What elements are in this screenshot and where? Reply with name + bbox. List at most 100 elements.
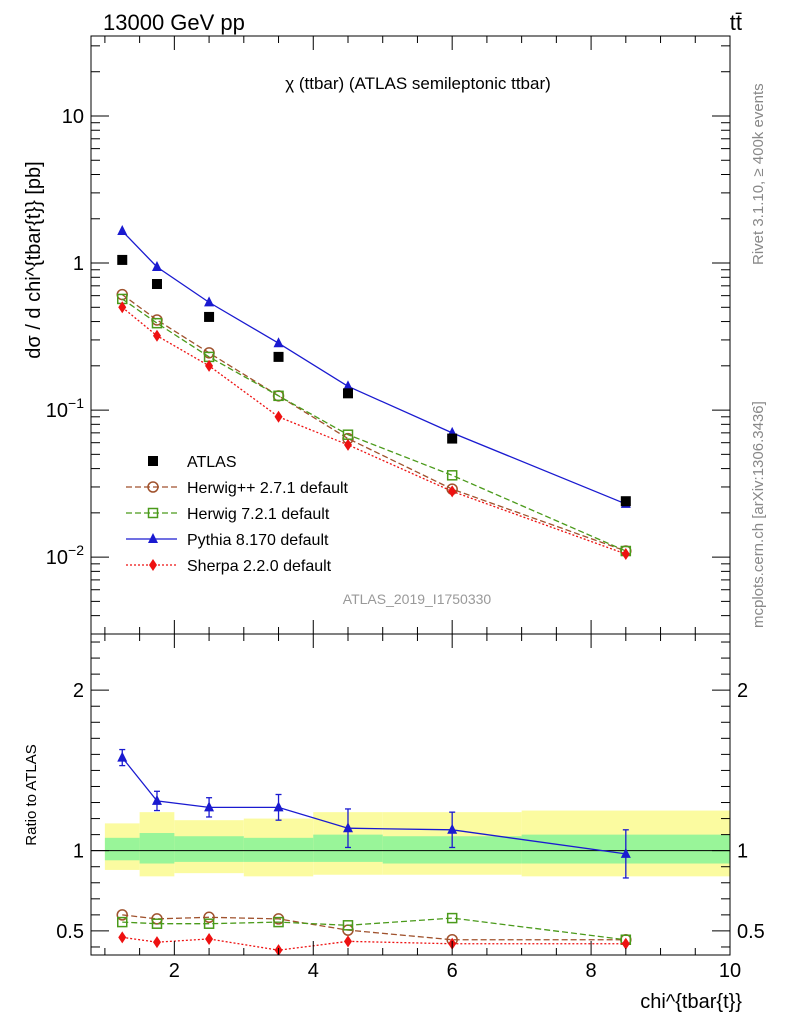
series-atlas (117, 254, 631, 507)
y-tick-label-right: 1 (737, 841, 748, 863)
legend-entry: Herwig 7.2.1 default (126, 506, 330, 523)
data-point (446, 470, 458, 481)
legend-marker (147, 481, 159, 493)
y-tick-label: 10−2 (46, 542, 84, 569)
stat-uncertainty-band (139, 833, 175, 864)
series-line (122, 914, 626, 941)
main-series-group (116, 225, 632, 561)
header-right: tt̄ (730, 10, 742, 35)
header-left: 13000 GeV pp (103, 10, 245, 35)
legend-label: Sherpa 2.2.0 default (187, 558, 332, 575)
data-point (620, 496, 631, 507)
data-point (117, 225, 128, 236)
y-tick-label-right: 0.5 (737, 921, 765, 943)
data-point (117, 751, 128, 762)
data-point (273, 351, 284, 362)
data-point (621, 937, 630, 950)
data-point (118, 301, 127, 314)
legend-label: ATLAS (187, 454, 237, 471)
data-point (447, 433, 458, 444)
main-y-axis-label: dσ / d chi^{tbar{t}} [pb] (23, 161, 45, 358)
legend-label: Pythia 8.170 default (187, 532, 329, 549)
series-pythia-8-170-default (117, 748, 631, 879)
legend-marker (148, 533, 158, 543)
data-point (117, 916, 128, 928)
main-plot-title: χ (ttbar) (ATLAS semileptonic ttbar) (285, 74, 551, 93)
stat-uncertainty-band (104, 837, 140, 861)
data-point (273, 916, 284, 928)
rivet-version-text: Rivet 3.1.10, ≥ 400k events (750, 83, 767, 265)
watermark-label: ATLAS_2019_I1750330 (343, 591, 492, 607)
legend-entry: ATLAS (148, 454, 237, 471)
x-tick-label: 4 (308, 960, 319, 982)
legend: ATLAS Herwig++ 2.7.1 default Herwig 7.2.1 … (126, 454, 349, 575)
stat-uncertainty-band (174, 836, 244, 862)
data-point (343, 935, 352, 948)
y-tick-label: 0.5 (56, 921, 84, 943)
data-point (151, 317, 163, 329)
data-point (204, 296, 215, 307)
data-point (343, 438, 352, 451)
data-point (205, 932, 214, 945)
data-point (151, 918, 163, 929)
data-point (342, 822, 353, 833)
data-point (273, 390, 284, 402)
x-axis-label: chi^{tbar{t}} (640, 991, 742, 1013)
series-herwig-7-2-1-default (117, 912, 632, 946)
stat-uncertainty-band (243, 837, 314, 862)
y-tick-label-right: 2 (737, 680, 748, 702)
data-point (204, 801, 215, 812)
y-tick-label: 1 (73, 841, 84, 863)
data-point (152, 329, 161, 342)
legend-entry: Sherpa 2.2.0 default (126, 558, 332, 575)
legend-marker (148, 456, 158, 466)
data-point (274, 410, 283, 423)
y-tick-label: 10−1 (46, 395, 84, 422)
series-line (122, 917, 626, 941)
data-point (116, 909, 129, 921)
main-plot-panel: 10−2 10−1 1 10 χ (ttbar) (ATLAS semileptoni… (23, 35, 731, 635)
x-tick-label: 8 (586, 960, 597, 982)
x-tick-label: 6 (447, 960, 458, 982)
y-tick-label: 2 (73, 680, 84, 702)
ratio-plot-panel: 0.5 0.5 1 1 2 2 2 4 6 8 10 Ratio to ATLAS chi^{tba… (23, 633, 765, 1013)
data-point (342, 380, 353, 391)
data-point (117, 254, 128, 265)
series-sherpa-2-2-0-default (118, 931, 630, 955)
data-point (620, 847, 631, 858)
data-point (152, 936, 161, 949)
ratio-plot-frame (90, 633, 731, 956)
series-sherpa-2-2-0-default (118, 301, 630, 561)
legend-entry: Herwig++ 2.7.1 default (126, 480, 349, 497)
data-point (151, 260, 162, 271)
data-point (151, 794, 162, 805)
data-point (203, 918, 215, 929)
legend-marker (149, 559, 157, 571)
data-point (342, 920, 354, 931)
data-point (621, 548, 630, 561)
data-point (118, 931, 127, 944)
series-line (122, 936, 626, 951)
legend-marker (147, 507, 159, 519)
ratio-content-group (91, 748, 730, 955)
data-point (448, 485, 457, 498)
legend-entry: Pythia 8.170 default (126, 532, 329, 549)
data-point (273, 337, 284, 348)
series-line (121, 298, 627, 552)
x-tick-label: 10 (719, 960, 741, 982)
data-point (205, 359, 214, 372)
legend-label: Herwig++ 2.7.1 default (187, 480, 349, 497)
y-tick-label: 1 (73, 253, 84, 275)
data-point (273, 801, 284, 812)
data-point (204, 311, 215, 322)
data-point (446, 912, 458, 924)
data-point (447, 823, 458, 834)
ratio-y-axis-label: Ratio to ATLAS (23, 744, 40, 845)
legend-label: Herwig 7.2.1 default (187, 506, 330, 523)
x-tick-label: 2 (169, 960, 180, 982)
data-point (342, 388, 353, 399)
data-point (203, 911, 215, 924)
mcplots-text: mcplots.cern.ch [arXiv:1306.3436] (750, 401, 767, 628)
data-point (151, 279, 162, 290)
